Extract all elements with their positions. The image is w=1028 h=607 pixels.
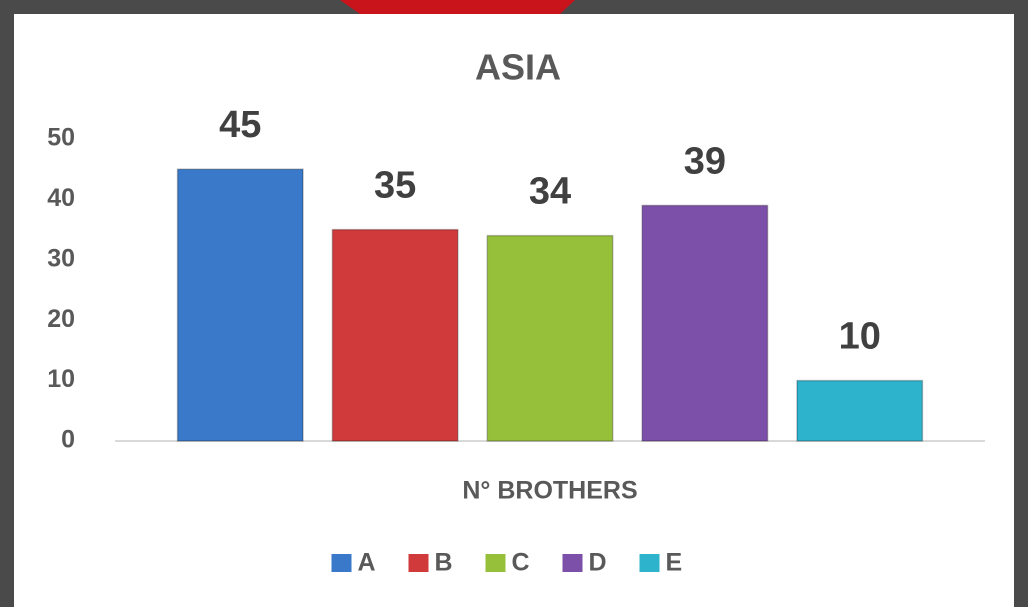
bar	[641, 204, 769, 442]
y-tick-label: 0	[61, 426, 75, 454]
y-tick-label: 50	[47, 124, 75, 152]
legend-label: B	[435, 549, 453, 577]
y-tick-label: 40	[47, 184, 75, 212]
chart-title: ASIA	[475, 47, 561, 88]
data-label: 34	[529, 171, 571, 213]
data-label: 45	[219, 104, 261, 146]
data-label: 39	[684, 140, 726, 182]
legend-swatch	[485, 554, 506, 572]
legend-swatch	[408, 554, 429, 572]
data-label: 35	[374, 165, 416, 207]
bar	[176, 168, 304, 442]
legend-label: E	[666, 549, 683, 577]
legend-label: C	[512, 549, 530, 577]
decoration	[340, 0, 575, 14]
x-axis-label: N° BROTHERS	[462, 477, 637, 505]
legend-swatch	[639, 554, 660, 572]
legend-swatch	[331, 554, 352, 572]
data-label: 10	[839, 316, 881, 358]
legend-label: A	[358, 549, 376, 577]
bar	[796, 379, 924, 442]
bar	[331, 228, 459, 442]
legend-label: D	[589, 549, 607, 577]
y-tick-label: 10	[47, 365, 75, 393]
bar	[486, 234, 614, 442]
y-tick-label: 30	[47, 244, 75, 272]
y-tick-label: 20	[47, 305, 75, 333]
legend-swatch	[562, 554, 583, 572]
